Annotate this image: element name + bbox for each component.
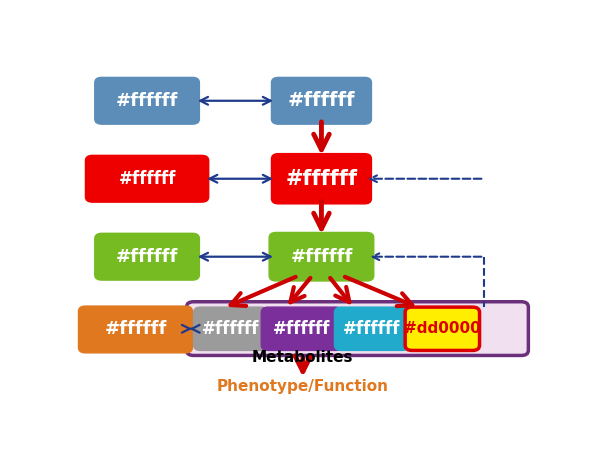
FancyBboxPatch shape xyxy=(95,77,199,124)
Text: Metabolites: Metabolites xyxy=(252,350,353,365)
FancyBboxPatch shape xyxy=(271,153,371,204)
Text: #ffffff: #ffffff xyxy=(116,248,178,266)
FancyBboxPatch shape xyxy=(269,233,374,281)
Text: #ffffff: #ffffff xyxy=(288,91,355,110)
Text: #ffffff: #ffffff xyxy=(286,169,358,189)
FancyBboxPatch shape xyxy=(85,155,209,202)
FancyBboxPatch shape xyxy=(261,307,343,351)
Text: #ffffff: #ffffff xyxy=(202,320,259,338)
Text: #ffffff: #ffffff xyxy=(290,248,353,266)
Text: #ffffff: #ffffff xyxy=(273,320,331,338)
Text: #ffffff: #ffffff xyxy=(118,170,176,188)
FancyBboxPatch shape xyxy=(271,77,371,124)
FancyBboxPatch shape xyxy=(194,307,268,351)
Text: #dd0000: #dd0000 xyxy=(404,321,481,336)
Text: Phenotype/Function: Phenotype/Function xyxy=(217,379,389,394)
Text: #ffffff: #ffffff xyxy=(116,92,178,110)
Text: #ffffff: #ffffff xyxy=(104,320,167,338)
Text: #ffffff: #ffffff xyxy=(343,320,400,338)
FancyBboxPatch shape xyxy=(187,302,529,356)
FancyBboxPatch shape xyxy=(405,307,479,351)
FancyBboxPatch shape xyxy=(334,307,409,351)
FancyBboxPatch shape xyxy=(95,233,199,280)
FancyBboxPatch shape xyxy=(79,306,193,353)
